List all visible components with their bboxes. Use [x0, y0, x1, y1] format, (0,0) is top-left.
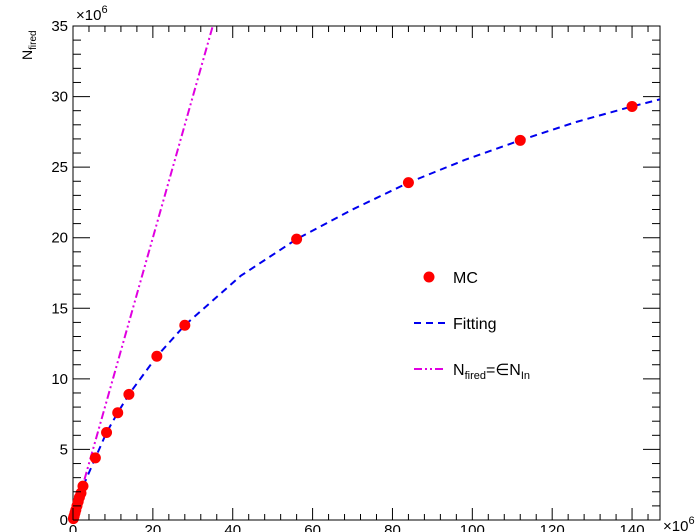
fitting-curve	[73, 98, 660, 520]
y-axis-label-sub: fired	[28, 30, 39, 49]
x-tick-label: 40	[224, 522, 241, 532]
x-tick-label: 60	[304, 522, 321, 532]
x-tick-label: 80	[384, 522, 401, 532]
y-tick-label: 20	[51, 230, 68, 247]
plot-frame	[72, 25, 661, 521]
legend-mc-label: MC	[453, 270, 478, 287]
legend-linear-sub1: fired	[465, 370, 486, 382]
legend-linear-label: Nfired=∈NIn	[453, 362, 530, 382]
legend-linear-mid: =∈N	[486, 362, 521, 379]
x-tick-label: 100	[460, 522, 485, 532]
mc-data-point	[112, 407, 124, 419]
x-multiplier-exp: 6	[688, 515, 694, 527]
legend: MC Fitting Nfired=∈NIn	[414, 270, 530, 382]
legend-linear-sub2: In	[521, 370, 530, 382]
linear-reference-line	[73, 26, 214, 520]
y-tick-label: 25	[51, 159, 68, 176]
curves	[73, 26, 660, 520]
x-tick-label: 140	[620, 522, 645, 532]
x-tick-label: 20	[145, 522, 162, 532]
mc-data-point	[123, 388, 135, 400]
legend-mc-marker	[423, 271, 435, 283]
y-tick-label: 5	[60, 441, 68, 458]
axes: 0 20 40 60 80 100 120 140 0 5 10 15 20 25 30 35	[51, 18, 660, 532]
mc-data-point	[179, 319, 191, 331]
y-tick-label: 0	[60, 512, 68, 529]
x-multiplier: ×106	[663, 515, 695, 532]
mc-markers	[67, 100, 638, 525]
x-multiplier-base: ×10	[663, 518, 688, 532]
y-tick-label: 15	[51, 300, 68, 317]
y-axis-label-main: N	[19, 50, 35, 60]
mc-data-point	[291, 233, 303, 245]
mc-data-point	[402, 177, 414, 189]
mc-data-point	[77, 480, 89, 492]
mc-data-point	[151, 350, 163, 362]
y-tick-label: 10	[51, 371, 68, 388]
y-axis-label: Nfired	[19, 30, 39, 60]
y-tick-label: 35	[51, 18, 68, 35]
y-multiplier: ×106	[76, 4, 108, 24]
x-tick-label: 120	[540, 522, 565, 532]
x-tick-label: 0	[69, 522, 77, 532]
y-tick-label: 30	[51, 89, 68, 106]
mc-data-point	[514, 134, 526, 146]
legend-linear-n1: N	[453, 362, 465, 379]
y-multiplier-base: ×10	[76, 7, 101, 24]
mc-data-point	[626, 100, 638, 112]
legend-fitting-label: Fitting	[453, 316, 497, 333]
y-multiplier-exp: 6	[101, 4, 107, 16]
mc-data-point	[101, 426, 113, 438]
mc-data-point	[89, 452, 101, 464]
